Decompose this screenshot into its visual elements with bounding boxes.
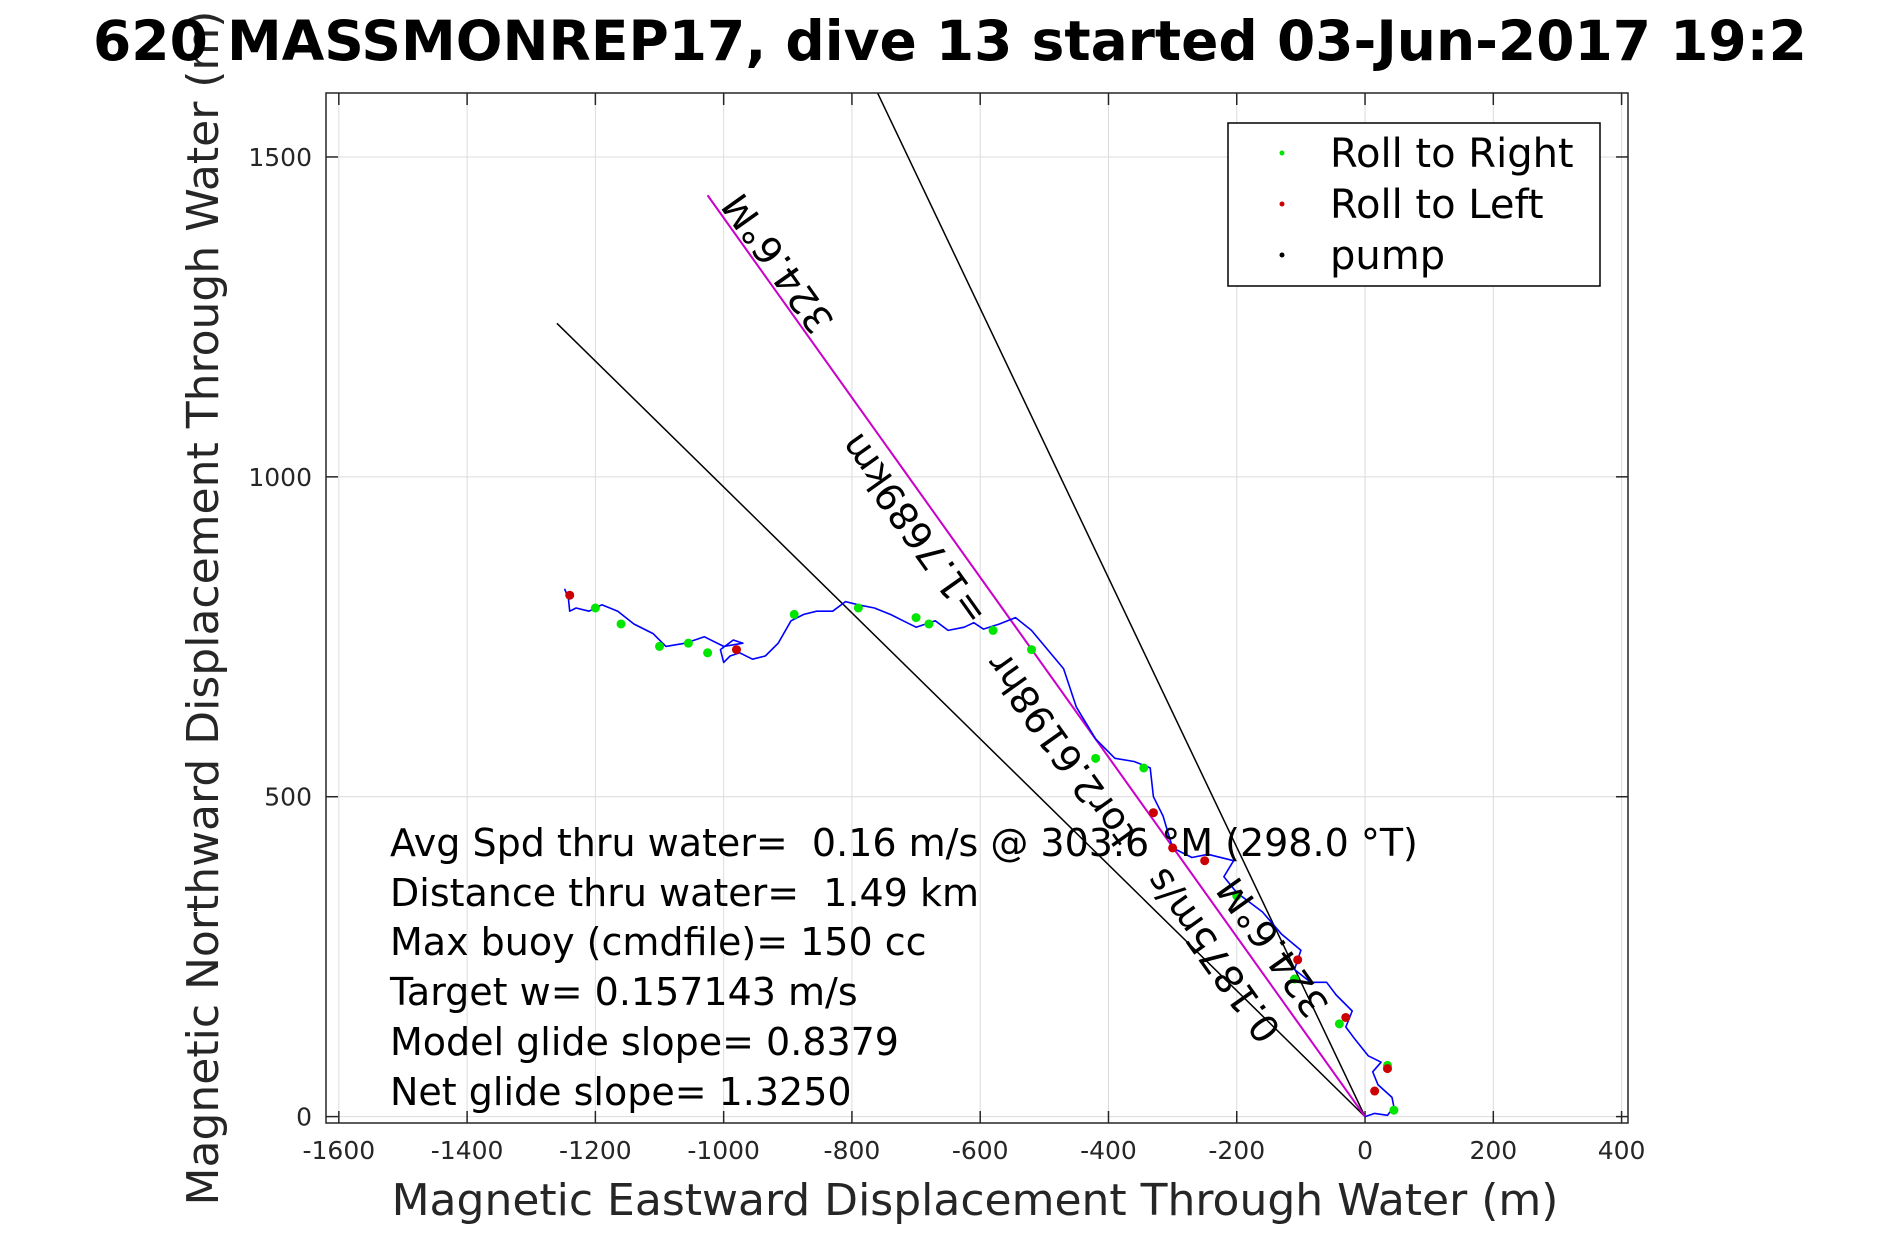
y-tick-labels: 0 500 1000 1500 (248, 143, 312, 1132)
roll-left-point (1293, 955, 1303, 965)
roll-right-point (590, 603, 600, 613)
annotation-target-w: Target w= 0.157143 m/s (389, 970, 858, 1014)
x-tick-label: 0 (1357, 1136, 1373, 1165)
annotation-avg-speed: Avg Spd thru water= 0.16 m/s @ 303.6 °M … (390, 821, 1418, 865)
roll-left-point (1382, 1064, 1392, 1074)
plot-frame (325, 92, 1629, 1124)
roll-left-point (1341, 1012, 1351, 1022)
reference-line (556, 322, 1366, 1118)
roll-left-point (565, 590, 575, 600)
roll-right-point (1334, 1019, 1344, 1029)
x-tick-label: 200 (1469, 1136, 1517, 1165)
roll-right-point (1289, 974, 1299, 984)
roll-right-point (1091, 753, 1101, 763)
x-tick-labels: -1600 -1400 -1200 -1000 -800 -600 -400 -200 0 200… (302, 1136, 1645, 1165)
x-tick-label: -800 (824, 1136, 881, 1165)
x-tick-label: -200 (1208, 1136, 1265, 1165)
legend-box (1227, 122, 1601, 287)
roll-right-point (924, 619, 934, 629)
x-tick-label: -400 (1080, 1136, 1137, 1165)
chart-title: 620 MASSMONREP17, dive 13 started 03-Jun… (93, 9, 1807, 73)
x-tick-label: -1600 (302, 1136, 375, 1165)
x-tick-label: -600 (952, 1136, 1009, 1165)
roll-right-point (703, 648, 713, 658)
legend-marker-roll-left (1279, 201, 1285, 207)
y-tick-label: 500 (264, 783, 312, 812)
reference-lines (556, 93, 1366, 1118)
roll-left-point (1168, 843, 1178, 853)
legend-label-pump: pump (1330, 233, 1445, 279)
x-tick-label: -1200 (559, 1136, 632, 1165)
legend-label-roll-right: Roll to Right (1330, 131, 1574, 177)
grid (326, 93, 1628, 1123)
roll-left-point (1370, 1086, 1380, 1096)
annotation-max-buoy: Max buoy (cmdfile)= 150 cc (390, 920, 927, 964)
legend-marker-pump (1279, 252, 1285, 258)
roll-right-point (616, 619, 626, 629)
roll-right-point (683, 638, 693, 648)
roll-left-point (731, 645, 741, 655)
legend-marker-roll-right (1279, 150, 1285, 156)
reference-line (876, 93, 1366, 1117)
annotation-block: Avg Spd thru water= 0.16 m/s @ 303.6 °M … (389, 821, 1418, 1114)
roll-right-point (988, 625, 998, 635)
x-tick-label: -1400 (431, 1136, 504, 1165)
annotation-net-slope: Net glide slope= 1.3250 (390, 1070, 852, 1114)
roll-right-point (655, 641, 665, 651)
roll-right-point (1389, 1105, 1399, 1115)
x-tick-label: -1000 (687, 1136, 760, 1165)
y-tick-label: 1500 (248, 143, 312, 172)
y-tick-label: 0 (296, 1103, 312, 1132)
roll-left-point (1148, 808, 1158, 818)
axis-ticks (326, 93, 1628, 1123)
x-axis-label: Magnetic Eastward Displacement Through W… (392, 1175, 1559, 1226)
heading-line (706, 194, 1366, 1118)
roll-right-point (1232, 891, 1242, 901)
roll-right-point (1027, 645, 1037, 655)
y-tick-label: 1000 (248, 463, 312, 492)
legend-label-roll-left: Roll to Left (1330, 182, 1544, 228)
roll-right-point (789, 609, 799, 619)
roll-right-point (853, 603, 863, 613)
y-axis-label: Magnetic Northward Displacement Through … (178, 11, 229, 1206)
roll-markers (565, 590, 1399, 1115)
annotation-distance: Distance thru water= 1.49 km (390, 871, 979, 915)
roll-left-point (1200, 856, 1210, 866)
annotation-model-slope: Model glide slope= 0.8379 (390, 1020, 899, 1064)
x-tick-label: 400 (1598, 1136, 1646, 1165)
legend: Roll to Right Roll to Left pump (1227, 122, 1601, 287)
roll-right-point (1139, 763, 1149, 773)
roll-right-point (911, 613, 921, 623)
